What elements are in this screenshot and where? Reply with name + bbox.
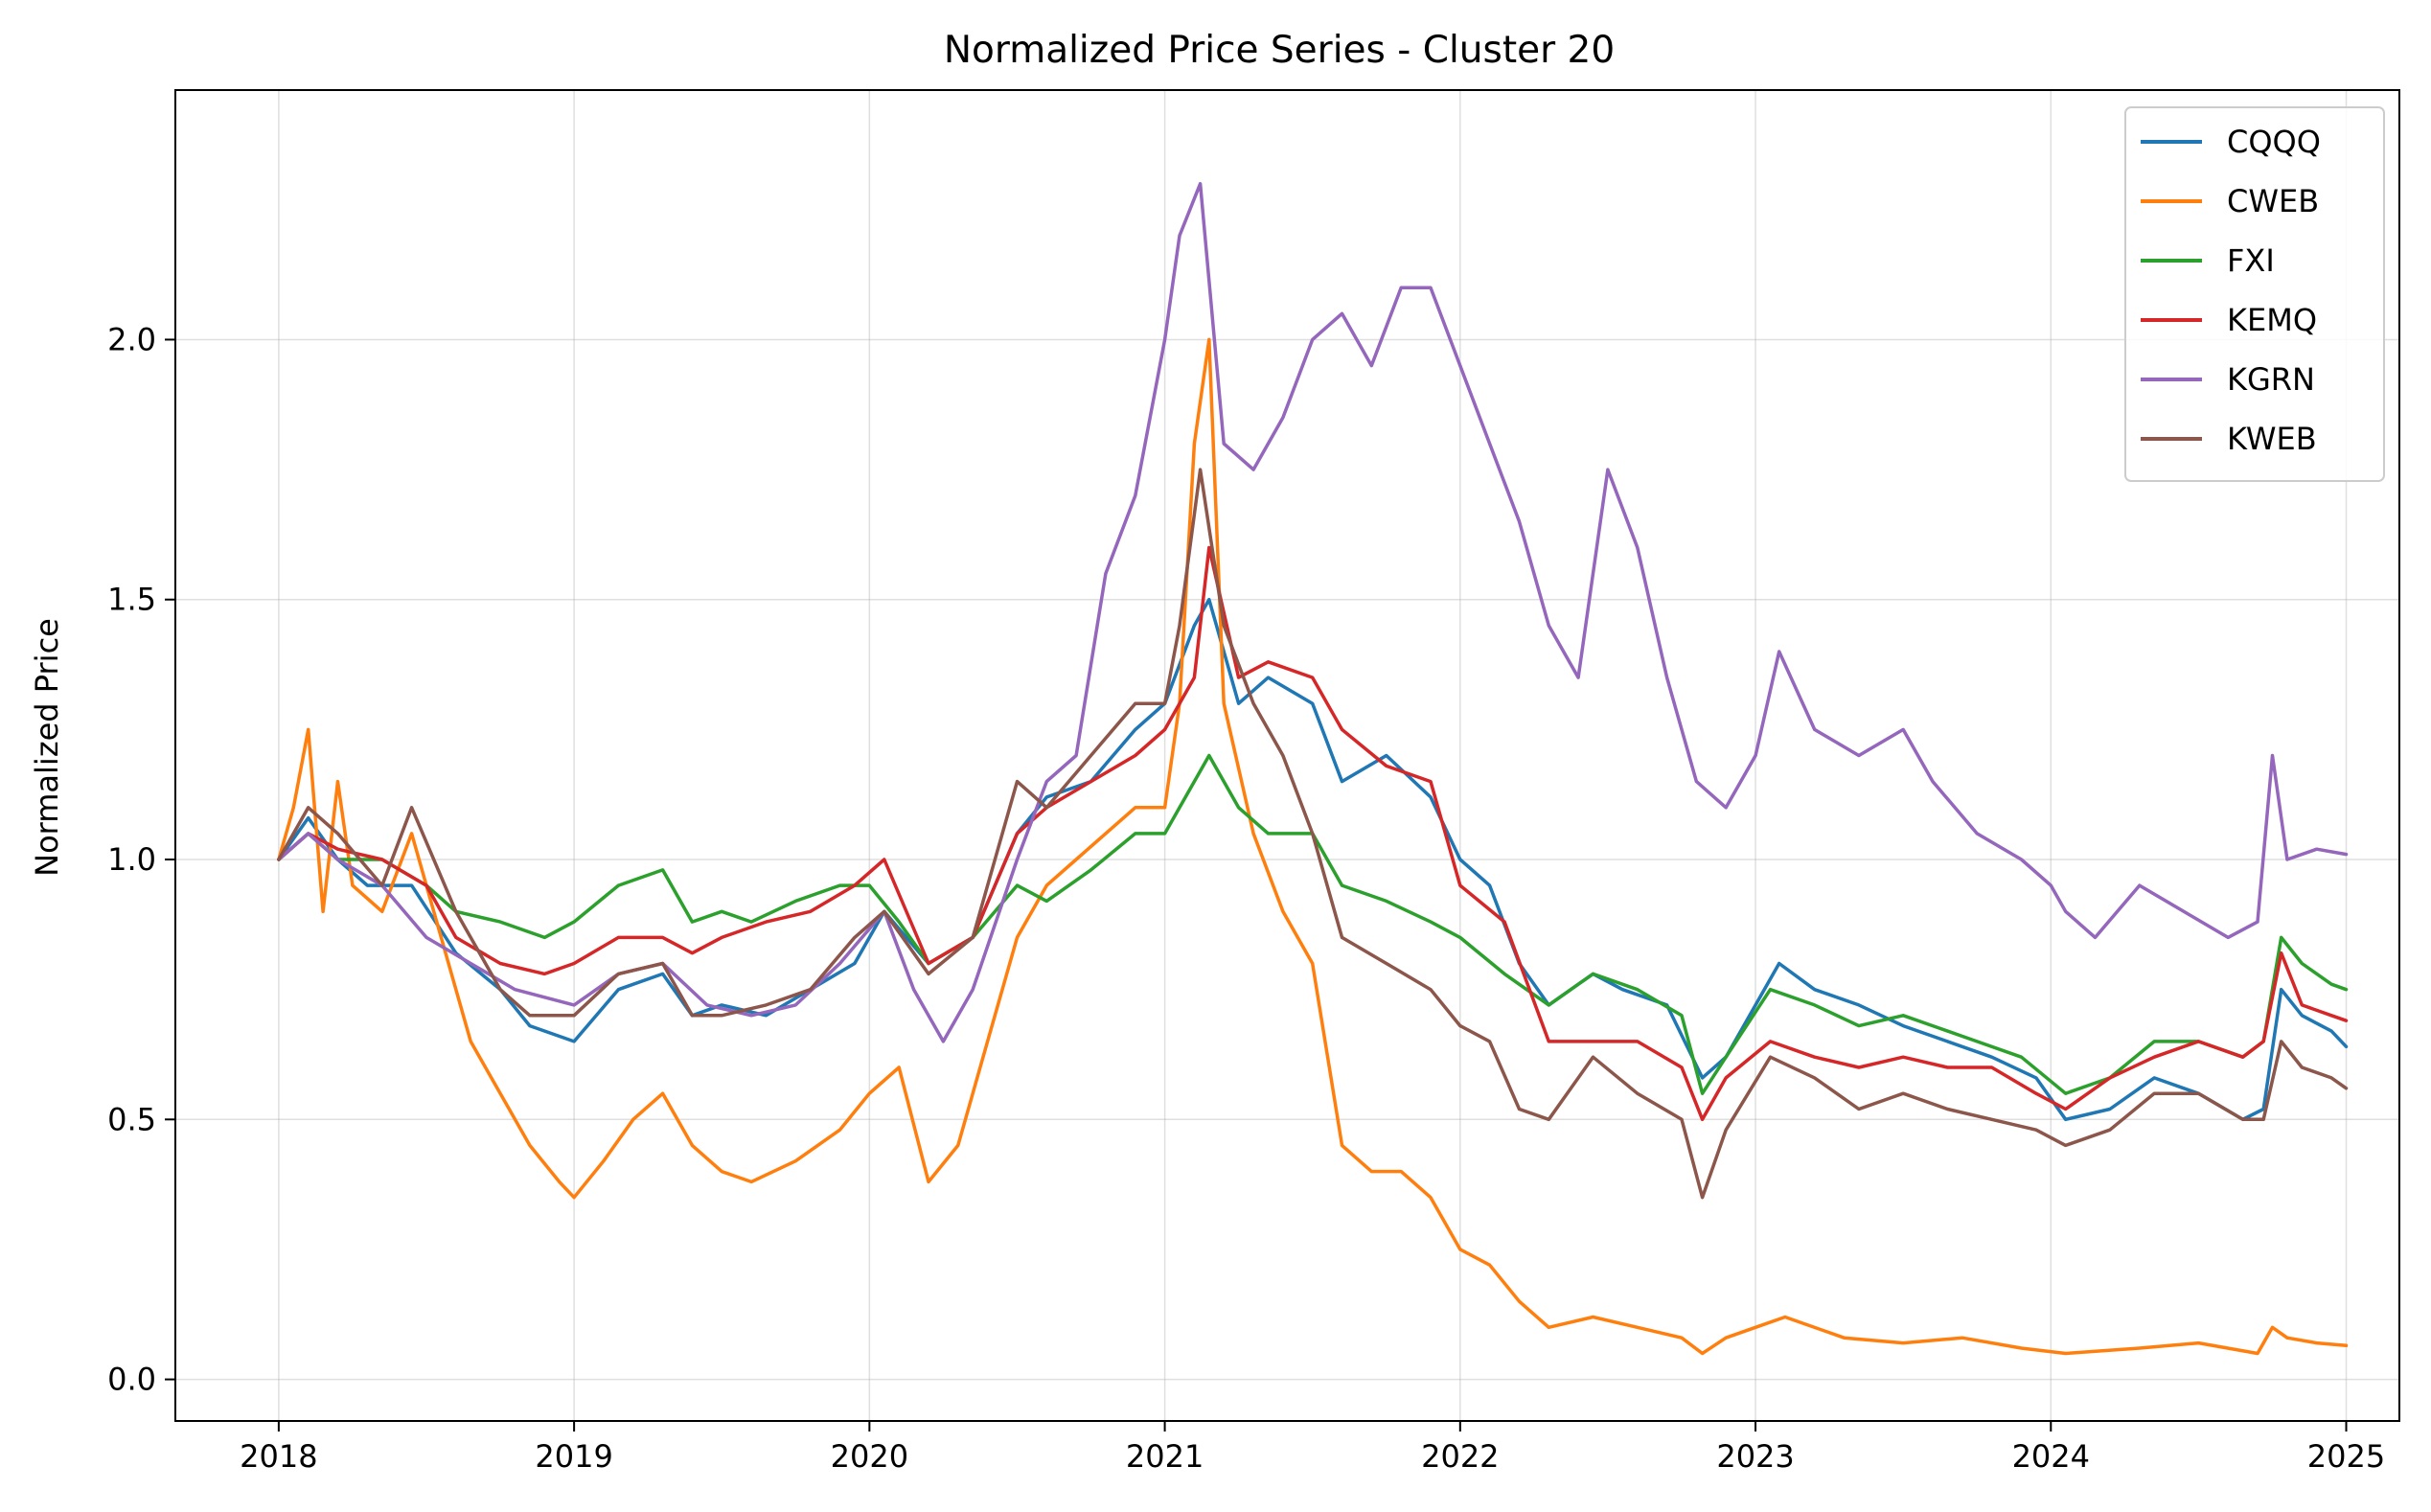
series-line-kemq xyxy=(277,545,2349,1122)
x-axis: 2018 2019 2020 2021 2022 2023 2024 2025 xyxy=(240,1421,2385,1475)
series-line-cqqq xyxy=(277,597,2349,1122)
x-tick-label: 2021 xyxy=(1126,1438,1204,1475)
legend-label-fxi: FXI xyxy=(2227,242,2275,279)
plot-frame xyxy=(174,89,2400,1422)
series-line-fxi xyxy=(277,753,2349,1095)
x-tick-label: 2020 xyxy=(831,1438,908,1475)
y-tick-label: 0.0 xyxy=(107,1362,156,1398)
plot-area xyxy=(277,181,2349,1356)
y-tick-label: 1.0 xyxy=(107,841,156,878)
legend-label-kemq: KEMQ xyxy=(2227,302,2317,338)
series-line-kweb xyxy=(277,468,2349,1200)
x-tick-label: 2023 xyxy=(1716,1438,1794,1475)
series-line-kgrn xyxy=(277,181,2349,1043)
legend-label-cqqq: CQQQ xyxy=(2227,124,2321,160)
x-tick-label: 2019 xyxy=(535,1438,612,1475)
y-tick-label: 0.5 xyxy=(107,1101,156,1137)
y-axis: 0.0 0.5 1.0 1.5 2.0 xyxy=(107,321,175,1398)
y-tick-label: 2.0 xyxy=(107,321,156,357)
x-tick-label: 2025 xyxy=(2307,1438,2385,1475)
y-tick-label: 1.5 xyxy=(107,582,156,618)
x-tick-label: 2024 xyxy=(2012,1438,2090,1475)
legend: CQQQ CWEB FXI KEMQ KGRN KWEB xyxy=(2124,106,2385,482)
legend-label-kgrn: KGRN xyxy=(2227,361,2315,398)
legend-label-kweb: KWEB xyxy=(2227,421,2317,457)
y-axis-label: Normalized Price xyxy=(29,618,65,877)
legend-label-cweb: CWEB xyxy=(2227,183,2319,219)
x-tick-label: 2018 xyxy=(240,1438,317,1475)
chart-title: Normalized Price Series - Cluster 20 xyxy=(944,29,1615,72)
x-tick-label: 2022 xyxy=(1421,1438,1499,1475)
